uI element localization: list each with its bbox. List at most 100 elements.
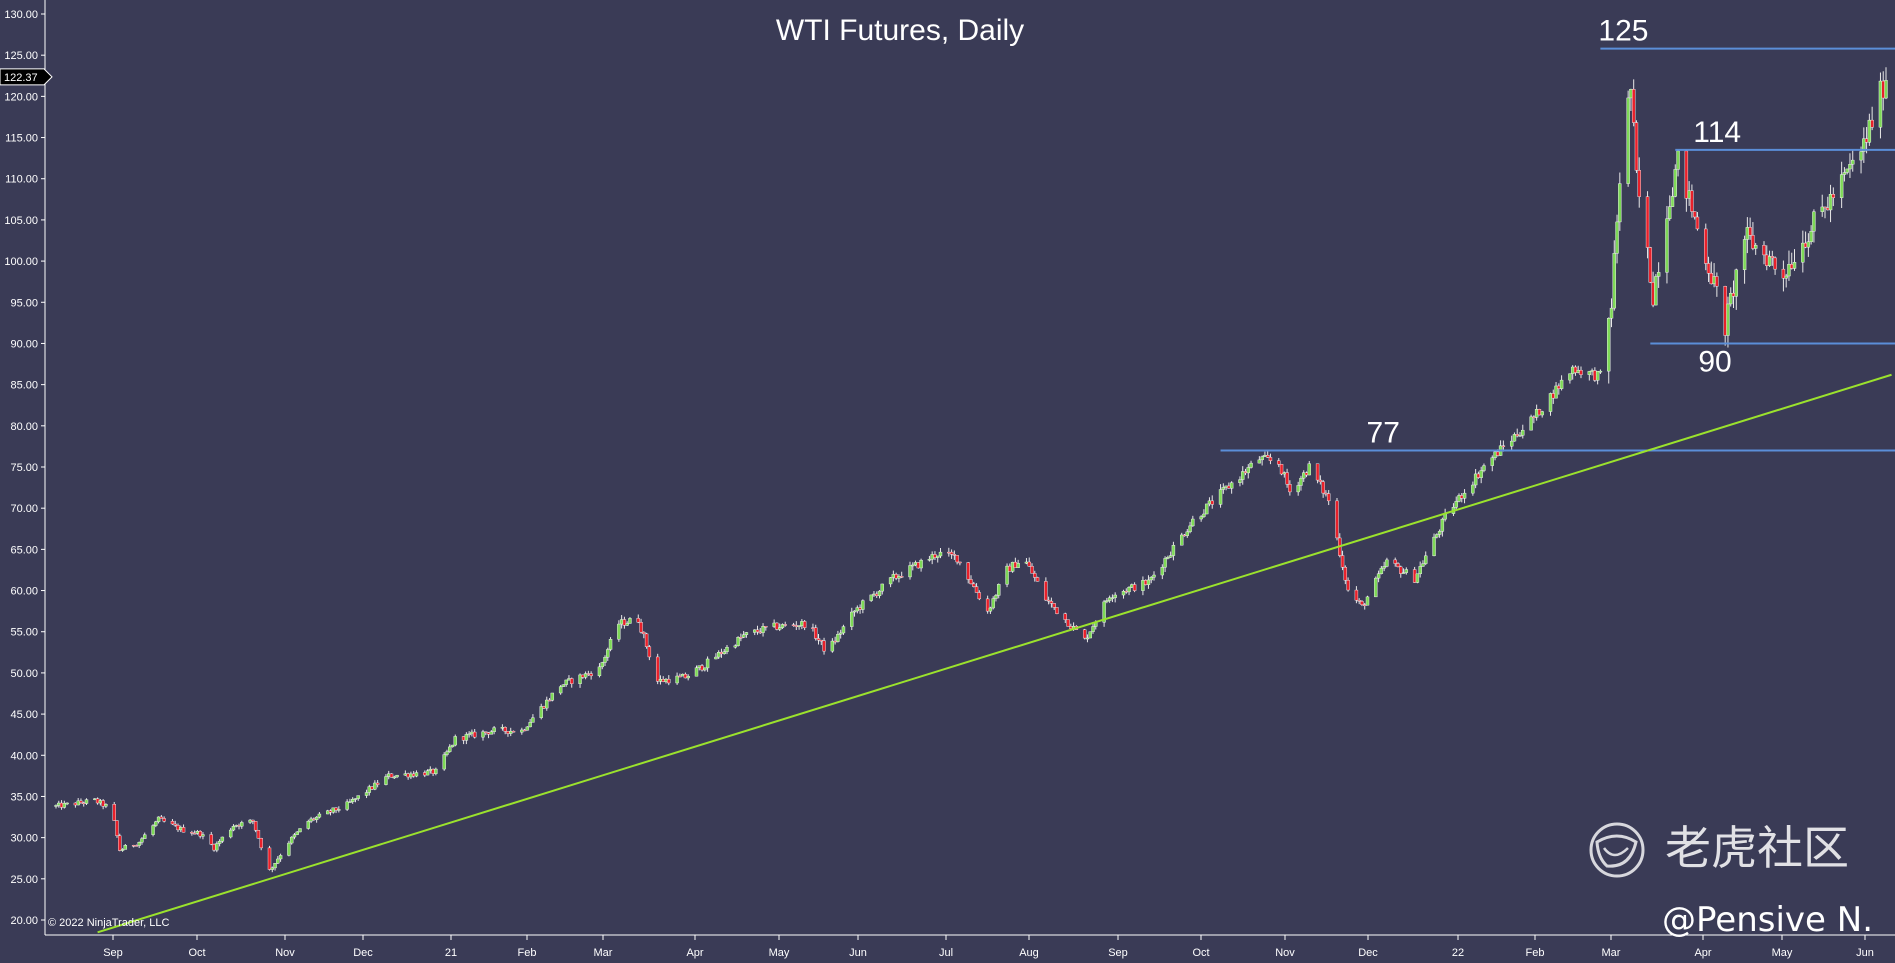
candle-body xyxy=(1826,207,1830,211)
candle-body xyxy=(1204,503,1209,515)
candle-body xyxy=(1881,80,1885,99)
candle-body xyxy=(76,800,80,806)
candle-body xyxy=(1005,565,1009,585)
candle-body xyxy=(373,782,377,790)
candle-body xyxy=(581,674,585,678)
candle-body xyxy=(791,624,796,626)
level-label-77: 77 xyxy=(1367,417,1400,450)
candle-body xyxy=(209,834,213,845)
candle-body xyxy=(1792,262,1797,269)
candle-body xyxy=(1471,484,1475,494)
candle-body xyxy=(1845,168,1849,173)
candle-body xyxy=(744,632,749,635)
candle-body xyxy=(461,736,466,741)
y-tick-label: 60.00 xyxy=(10,586,38,598)
candle-body xyxy=(134,845,139,847)
candle-body xyxy=(1559,379,1564,389)
candle-body xyxy=(131,845,136,847)
candle-body xyxy=(952,554,957,556)
candle-body xyxy=(877,590,882,597)
candle-body xyxy=(775,622,779,630)
candle-body xyxy=(317,813,322,818)
candle-body xyxy=(1668,206,1672,219)
candle-body xyxy=(1149,576,1153,581)
candle-body xyxy=(528,722,532,728)
candle-body xyxy=(1773,257,1777,270)
candle-body xyxy=(736,637,740,646)
x-tick-label: Jul xyxy=(939,947,953,959)
candle-body xyxy=(1241,471,1245,480)
candle-body xyxy=(1088,631,1092,639)
candle-body xyxy=(298,828,302,833)
candle-body xyxy=(694,667,699,677)
candle-body xyxy=(470,731,474,735)
candle-body xyxy=(503,727,507,732)
candle-body xyxy=(586,673,591,675)
candle-body xyxy=(1631,89,1636,123)
candle-body xyxy=(220,836,225,842)
candle-body xyxy=(1033,573,1037,578)
candle-body xyxy=(306,820,311,829)
candle-body xyxy=(1715,276,1719,287)
candle-body xyxy=(1091,626,1095,632)
candle-body xyxy=(1859,151,1863,161)
candle-body xyxy=(345,801,349,810)
candle-body xyxy=(1437,531,1442,535)
candle-body xyxy=(1607,318,1611,372)
candle-body xyxy=(597,666,602,677)
candle-body xyxy=(1803,242,1808,248)
candle-body xyxy=(1340,555,1345,568)
candle-body xyxy=(520,729,524,733)
candle-body xyxy=(295,831,299,835)
candle-body xyxy=(500,727,505,729)
y-tick-label: 55.00 xyxy=(10,627,38,639)
candle-body xyxy=(933,554,937,558)
candle-body xyxy=(664,678,668,682)
trendline xyxy=(97,373,1892,934)
candle-body xyxy=(1365,596,1370,606)
candle-body xyxy=(1044,581,1048,601)
candle-body xyxy=(1648,247,1653,283)
candle-body xyxy=(1709,273,1714,285)
candle-body xyxy=(1141,580,1145,591)
candle-body xyxy=(600,662,604,668)
candle-body xyxy=(1166,557,1170,559)
candle-body xyxy=(531,717,535,723)
candle-body xyxy=(198,831,202,837)
candle-body xyxy=(120,849,125,851)
candle-body xyxy=(389,773,394,778)
candle-body xyxy=(1806,241,1811,248)
candle-body xyxy=(1302,472,1306,479)
candle-body xyxy=(1418,566,1422,575)
candle-body xyxy=(838,632,843,635)
y-tick-label: 95.00 xyxy=(10,297,38,309)
candle-body xyxy=(1637,170,1641,197)
candle-body xyxy=(802,621,807,628)
candle-body xyxy=(1401,572,1406,574)
candle-body xyxy=(936,555,940,558)
candle-body xyxy=(1035,577,1040,582)
candle-body xyxy=(1726,303,1730,336)
candle-body xyxy=(1454,501,1458,508)
y-tick-label: 90.00 xyxy=(10,338,38,350)
candle-body xyxy=(511,730,516,733)
candle-body xyxy=(228,829,233,838)
candle-body xyxy=(1268,457,1273,461)
candle-body xyxy=(1224,485,1228,488)
candle-body xyxy=(725,646,729,652)
y-tick-label: 50.00 xyxy=(10,668,38,680)
candle-body xyxy=(1296,485,1300,493)
candle-body xyxy=(1282,472,1287,475)
candle-body xyxy=(411,773,416,777)
candle-body xyxy=(395,774,399,778)
candle-body xyxy=(1299,477,1303,486)
candle-body xyxy=(234,825,238,827)
candle-body xyxy=(309,818,313,822)
candle-body xyxy=(1493,451,1497,458)
y-tick-label: 80.00 xyxy=(10,421,38,433)
candle-body xyxy=(1052,603,1056,608)
x-tick-label: Apr xyxy=(1694,947,1711,959)
candle-body xyxy=(1521,429,1525,436)
candle-body xyxy=(814,627,818,639)
candle-body xyxy=(337,809,341,811)
